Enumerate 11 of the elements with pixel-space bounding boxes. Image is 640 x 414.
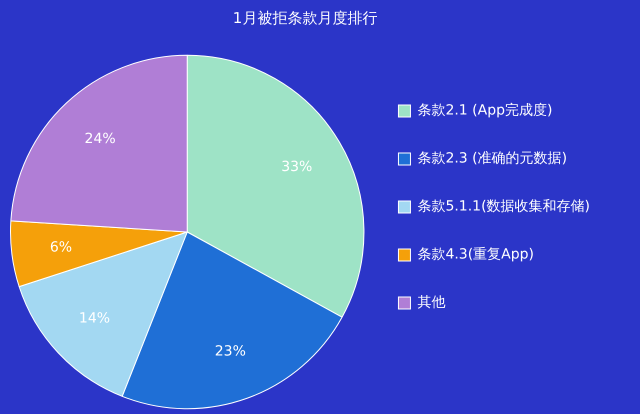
data-label: 24% bbox=[84, 130, 116, 147]
legend-label: 条款5.1.1(数据收集和存储) bbox=[417, 198, 590, 215]
data-label: 33% bbox=[281, 158, 312, 175]
legend-label: 条款2.3 (准确的元数据) bbox=[417, 150, 568, 167]
legend-label: 条款4.3(重复App) bbox=[417, 246, 534, 263]
legend-label: 其他 bbox=[417, 294, 446, 311]
legend-label: 条款2.1 (App完成度) bbox=[417, 102, 552, 119]
data-label: 23% bbox=[214, 343, 246, 360]
data-label: 14% bbox=[78, 310, 110, 327]
data-label: 6% bbox=[50, 240, 72, 256]
chart-title: 1月被拒条款月度排行 bbox=[232, 8, 378, 27]
